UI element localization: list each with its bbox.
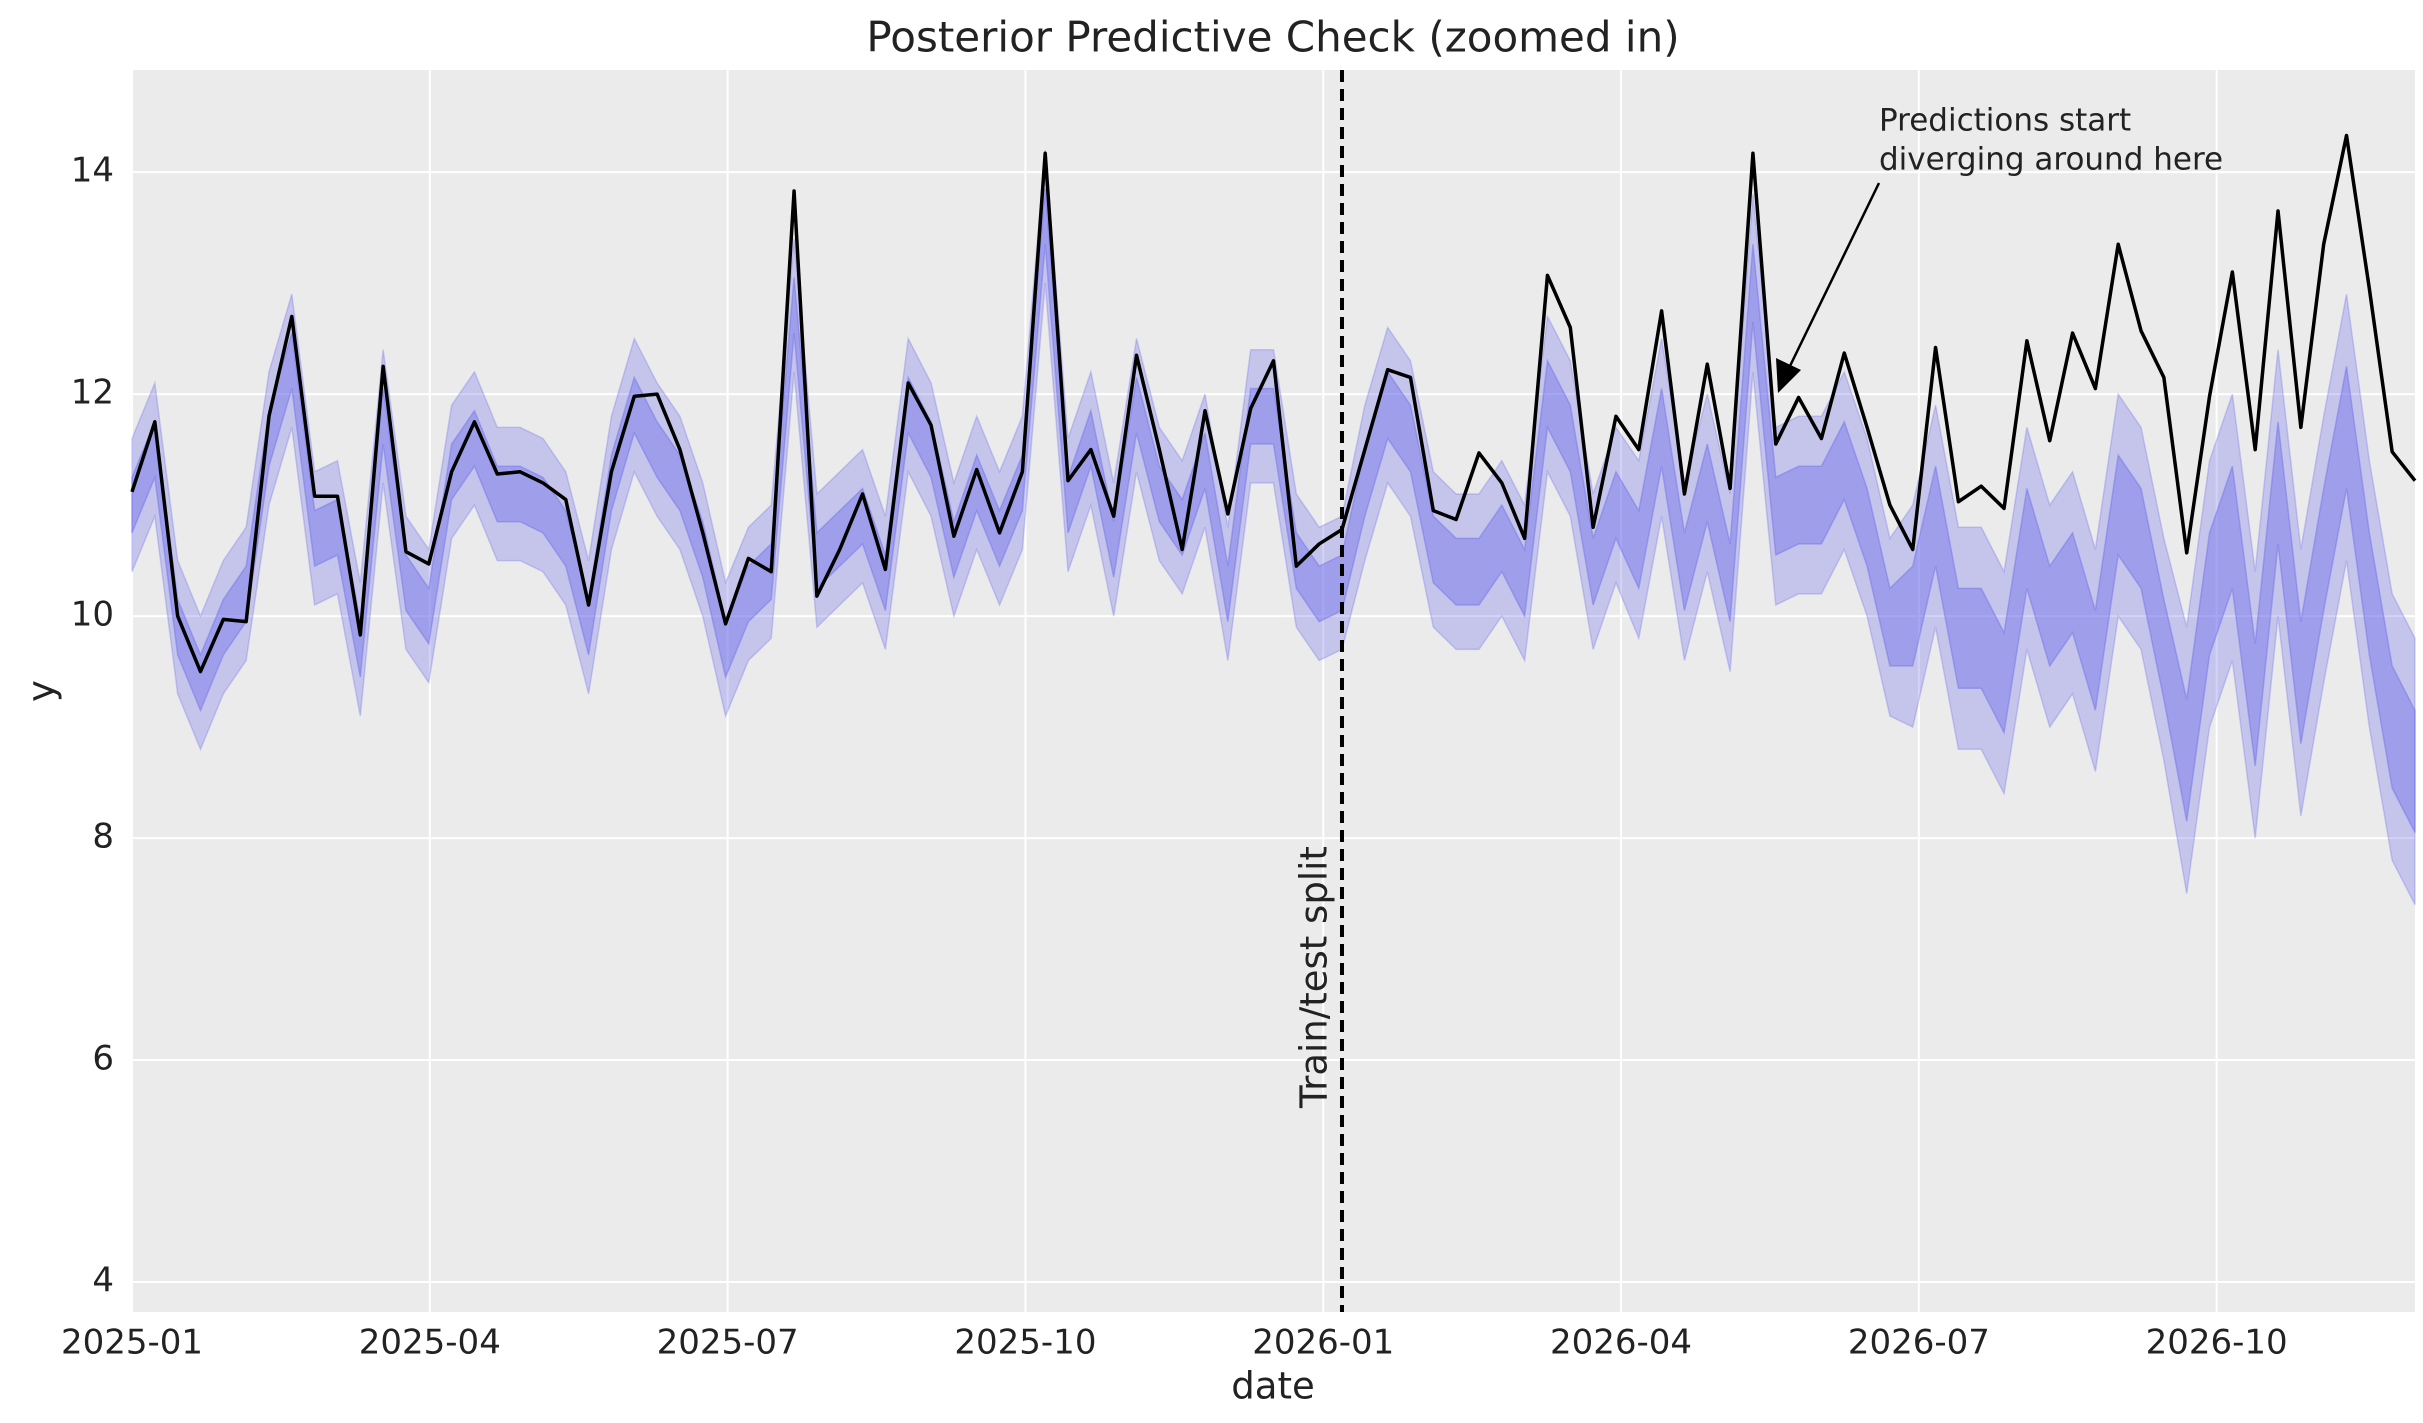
x-tick-label: 2025-01 (61, 1323, 203, 1363)
annotation-arrowhead (1776, 358, 1801, 393)
chart-title: Posterior Predictive Check (zoomed in) (866, 13, 1679, 62)
lines (130, 70, 2417, 1312)
split-label: Train/test split (1292, 846, 1335, 1109)
x-tick-label: 2025-07 (657, 1323, 799, 1363)
plot-background (132, 70, 2415, 1312)
x-tick-label: 2025-10 (954, 1323, 1096, 1363)
x-tick-label: 2026-04 (1550, 1323, 1692, 1363)
y-axis-label: y (20, 680, 63, 702)
x-axis-label: date (1231, 1365, 1314, 1408)
x-tick-label: 2026-10 (2146, 1323, 2288, 1363)
annotation-text: diverging around here (1879, 142, 2223, 178)
observed-line (130, 133, 2417, 674)
annotation-arrow (1788, 182, 1881, 367)
y-tick-label: 12 (71, 373, 114, 413)
x-tick-label: 2025-04 (359, 1323, 501, 1363)
y-tick-label: 4 (92, 1261, 114, 1301)
y-tick-label: 10 (71, 595, 114, 635)
y-tick-label: 14 (71, 151, 114, 191)
credible-band (131, 149, 2416, 906)
y-tick-label: 6 (92, 1039, 114, 1079)
labels: 4 6 8 10 12 14 2025-01 2025-04 2025-07 2025-10 202… (61, 151, 2288, 1363)
x-tick-label: 2026-07 (1848, 1323, 1990, 1363)
grid (131, 70, 2415, 1312)
annotation-text: Predictions start (1879, 103, 2131, 139)
x-tick-label: 2026-01 (1252, 1323, 1394, 1363)
y-tick-label: 8 (92, 817, 114, 857)
